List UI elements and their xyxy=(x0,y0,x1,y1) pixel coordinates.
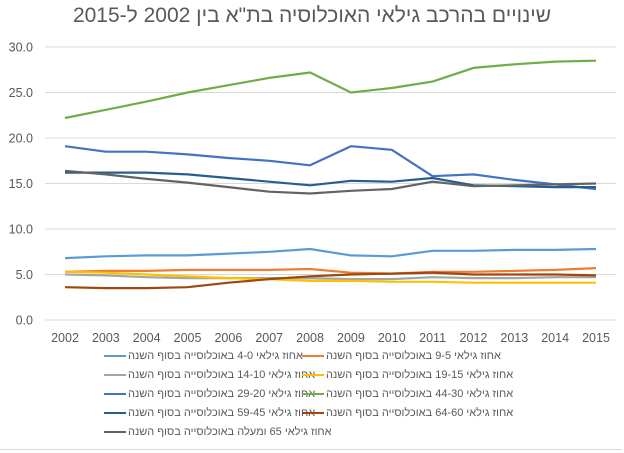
legend-line-icon xyxy=(302,393,324,395)
legend-item: אחוז גילאי 59-45 באוכלוסייה בסוף השנה xyxy=(104,404,315,422)
x-tick-label: 2005 xyxy=(174,331,202,345)
series-line-3 xyxy=(64,273,596,281)
x-tick-label: 2012 xyxy=(460,331,488,345)
legend-item: אחוז גילאי 19-15 באוכלוסייה בסוף השנה xyxy=(302,366,513,384)
legend-label: אחוז גילאי 59-45 באוכלוסייה בסוף השנה xyxy=(128,407,316,419)
legend-item: אחוז גילאי 64-60 באוכלוסייה בסוף השנה xyxy=(302,404,513,422)
legend-line-icon xyxy=(104,355,126,357)
legend-label: אחוז גילאי 65 ומעלה באוכלוסייה בסוף השנה xyxy=(128,426,332,438)
x-tick-label: 2010 xyxy=(378,331,406,345)
x-tick-label: 2002 xyxy=(51,331,79,345)
y-tick-label: 20.0 xyxy=(9,132,33,146)
series-line-2 xyxy=(64,267,597,275)
x-axis-ticks: 2002 2003 2004 2005 2006 2007 2008 2009 2010 2011… xyxy=(51,331,610,345)
legend-label: אחוז גילאי 14-10 באוכלוסייה בסוף השנה xyxy=(128,369,316,381)
x-tick-label: 2015 xyxy=(582,331,610,345)
legend-label: אחוז גילאי 64-60 באוכלוסייה בסוף השנה xyxy=(326,407,514,419)
legend-item: אחוז גילאי 9-5 באוכלוסייה בסוף השנה xyxy=(302,347,501,365)
series-line-5 xyxy=(64,145,597,191)
legend-line-icon xyxy=(104,431,126,433)
y-tick-label: 5.0 xyxy=(16,268,33,282)
y-axis-ticks: 0.0 5.0 10.0 15.0 20.0 25.0 30.0 xyxy=(9,41,33,328)
legend-line-icon xyxy=(302,355,324,357)
x-tick-label: 2013 xyxy=(500,331,528,345)
y-tick-label: 30.0 xyxy=(9,41,33,55)
y-tick-label: 10.0 xyxy=(9,223,33,237)
x-tick-label: 2004 xyxy=(133,331,161,345)
series-lines xyxy=(64,59,597,290)
series-line-4 xyxy=(64,270,596,284)
legend-line-icon xyxy=(104,374,126,376)
legend-item: אחוז גילאי 4-0 באוכלוסייה בסוף השנה xyxy=(104,347,303,365)
legend-line-icon xyxy=(302,412,324,414)
legend-item: אחוז גילאי 65 ומעלה באוכלוסייה בסוף השנה xyxy=(104,423,332,441)
legend-item: אחוז גילאי 44-30 באוכלוסייה בסוף השנה xyxy=(302,385,513,403)
series-line-1 xyxy=(64,247,597,260)
chart-title: שינויים בהרכב גילאי האוכלוסיה בת"א בין 2… xyxy=(72,4,552,27)
y-tick-label: 25.0 xyxy=(9,86,33,100)
y-tick-label: 15.0 xyxy=(9,177,33,191)
legend-line-icon xyxy=(104,412,126,414)
legend-label: אחוז גילאי 19-15 באוכלוסייה בסוף השנה xyxy=(326,369,514,381)
legend-label: אחוז גילאי 9-5 באוכלוסייה בסוף השנה xyxy=(326,350,501,362)
legend-label: אחוז גילאי 4-0 באוכלוסייה בסוף השנה xyxy=(128,350,303,362)
x-tick-label: 2008 xyxy=(296,331,324,345)
series-line-9 xyxy=(64,169,597,195)
x-tick-label: 2003 xyxy=(92,331,120,345)
legend-item: אחוז גילאי 14-10 באוכלוסייה בסוף השנה xyxy=(104,366,315,384)
chart-plot-area: 0.05.010.015.020.025.030.0 2002 2003 2004 2… xyxy=(9,41,616,345)
y-tick-label: 0.0 xyxy=(16,314,33,328)
legend-item: אחוז גילאי 29-20 באוכלוסייה בסוף השנה xyxy=(104,385,315,403)
x-tick-label: 2006 xyxy=(214,331,242,345)
series-line-6 xyxy=(64,59,597,120)
x-tick-label: 2007 xyxy=(255,331,283,345)
legend-line-icon xyxy=(104,393,126,395)
legend-label: אחוז גילאי 44-30 באוכלוסייה בסוף השנה xyxy=(326,388,514,400)
legend-label: אחוז גילאי 29-20 באוכלוסייה בסוף השנה xyxy=(128,388,316,400)
x-tick-label: 2011 xyxy=(419,331,446,345)
legend-line-icon xyxy=(302,374,324,376)
x-tick-label: 2009 xyxy=(337,331,365,345)
series-line-8 xyxy=(64,271,597,290)
x-tick-label: 2014 xyxy=(541,331,569,345)
